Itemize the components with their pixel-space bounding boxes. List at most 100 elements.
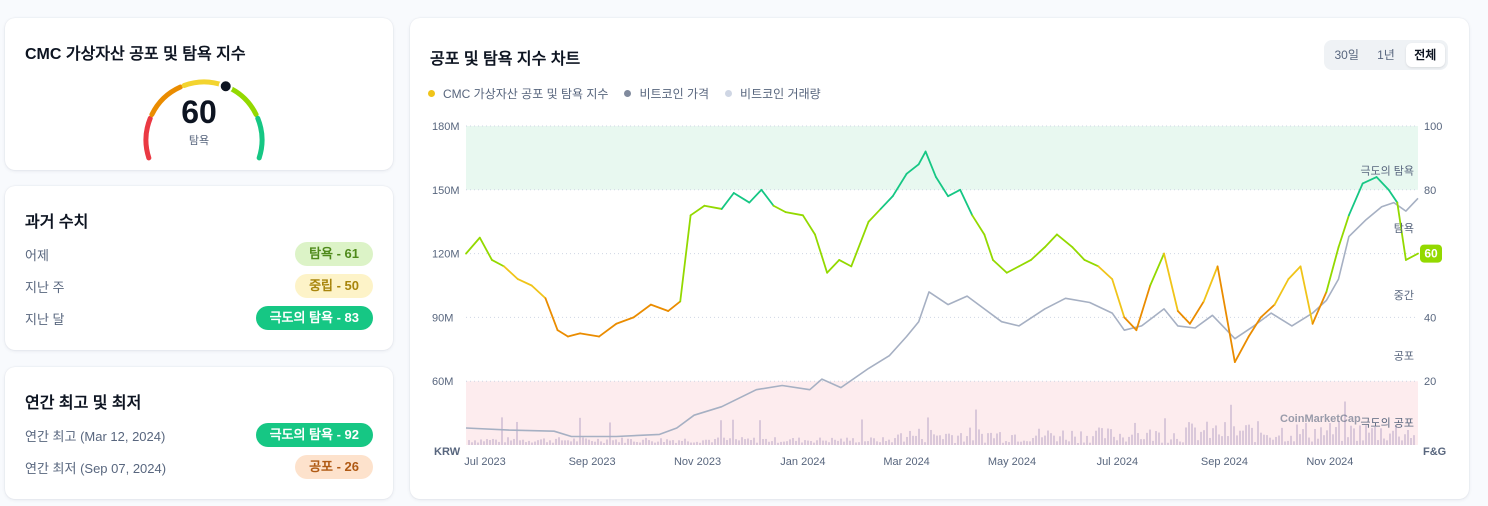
legend-label: 비트코인 거래량 [740,87,821,101]
volume-bar [1206,421,1208,445]
y-tick-label: 150M [432,185,460,197]
volume-bar [918,428,920,445]
volume-bar [1074,436,1076,445]
fear-greed-segment [1287,265,1302,281]
fear-greed-segment [917,150,927,166]
volume-bar [1056,441,1058,445]
volume-bar [909,430,911,445]
fear-greed-chart: 180M 150M 120M 90M 60M KRW 100 80 60 40 20 F&G Jul 2… [432,121,1446,468]
volume-bar [981,433,983,445]
volume-bar [546,442,548,445]
y-tick-label: 90M [432,312,453,324]
tab-30d[interactable]: 30일 [1334,48,1359,62]
fear-greed-segment [679,214,692,303]
yearly-row-low: 연간 최저 (Sep 07, 2024) 공포 - 26 [25,455,373,479]
fear-greed-segment [1361,176,1378,185]
volume-bar [843,441,845,445]
volume-bar [1146,432,1148,445]
volume-bar [606,439,608,445]
volume-bar [726,440,728,445]
volume-bar [609,422,611,445]
volume-bar [708,439,710,445]
btc-price-line [465,197,1419,438]
legend-item-btc-volume[interactable]: 비트코인 거래량 [725,85,821,102]
volume-bar [618,442,620,445]
volume-bar [1380,428,1382,445]
volume-bar [1269,437,1271,445]
legend-item-fear-greed[interactable]: CMC 가상자산 공포 및 탐욕 지수 [428,85,608,102]
volume-bar [849,440,851,445]
volume-bar [1119,433,1121,445]
volume-bar [471,442,473,445]
fear-greed-segment [772,204,787,214]
volume-bar [1392,430,1394,445]
volume-bar [1371,428,1373,445]
volume-bar [702,440,704,445]
yearly-high-low-card: 연간 최고 및 최저 연간 최고 (Mar 12, 2024) 극도의 탐욕 -… [5,367,393,499]
gauge-indicator [218,79,233,94]
volume-bar [1278,435,1280,445]
watermark: CoinMarketCap [1280,413,1361,425]
fear-greed-segment [567,332,581,338]
volume-bar [1200,431,1202,445]
yearly-title: 연간 최고 및 최저 [25,395,142,412]
volume-bar [591,441,593,445]
zone-label: 극도의 공포 [1360,417,1414,430]
volume-bar [1242,430,1244,445]
volume-bar [747,438,749,445]
volume-bar [933,434,935,445]
tab-all[interactable]: 전체 [1405,43,1445,67]
tab-1y[interactable]: 1년 [1377,48,1395,62]
volume-bar [1170,439,1172,445]
volume-bar [927,417,929,445]
volume-bar [885,440,887,445]
volume-bar [876,441,878,445]
x-axis: Jul 2023 Sep 2023 Nov 2023 Jan 2024 Mar 2024… [464,456,1353,468]
volume-bar [1152,440,1154,445]
fear-greed-segment [1387,188,1399,204]
x-tick-label: Sep 2023 [569,456,616,468]
yearly-label: 연간 최고 (Mar 12, 2024) [25,428,166,444]
volume-bar [915,435,917,445]
volume-bar [801,442,803,445]
volume-bar [1164,418,1166,445]
fear-greed-segment [838,259,853,268]
volume-bar [468,440,470,445]
volume-bar [1284,441,1286,445]
fear-greed-segment [1247,316,1262,338]
volume-bar [576,441,578,445]
legend-item-btc-price[interactable]: 비트코인 가격 [624,85,709,102]
volume-bar [1101,428,1103,445]
history-label: 지난 달 [25,311,65,327]
fear-greed-segment [1375,176,1390,191]
x-tick-label: Mar 2024 [883,456,929,468]
volume-bar [681,440,683,445]
zone-label: 극도의 탐욕 [1360,165,1414,178]
history-row-last-month: 지난 달 극도의 탐욕 - 83 [25,306,373,330]
volume-bar [699,442,701,445]
volume-bar [498,441,500,445]
volume-bar [1071,430,1073,445]
fear-greed-segment [905,163,920,175]
fear-greed-segment [478,236,493,261]
volume-bar [1272,439,1274,445]
volume-bar [735,439,737,445]
y-tick-label: 100 [1424,121,1442,133]
volume-bar [522,439,524,445]
volume-bar [957,435,959,445]
legend-dot [624,90,632,97]
volume-bar [1098,427,1100,445]
volume-bar [1311,441,1313,445]
volume-bar [1023,440,1025,445]
fear-greed-segment [1347,182,1364,217]
y-tick-label: 20 [1424,376,1436,388]
fear-greed-segment [632,303,652,319]
volume-bar [972,440,974,445]
volume-bar [1176,438,1178,445]
legend-label: 비트코인 가격 [639,87,710,101]
volume-bar [804,440,806,445]
volume-bar [489,440,491,445]
volume-bar [1017,441,1019,445]
volume-bar [1338,421,1340,445]
volume-bar [1251,427,1253,445]
